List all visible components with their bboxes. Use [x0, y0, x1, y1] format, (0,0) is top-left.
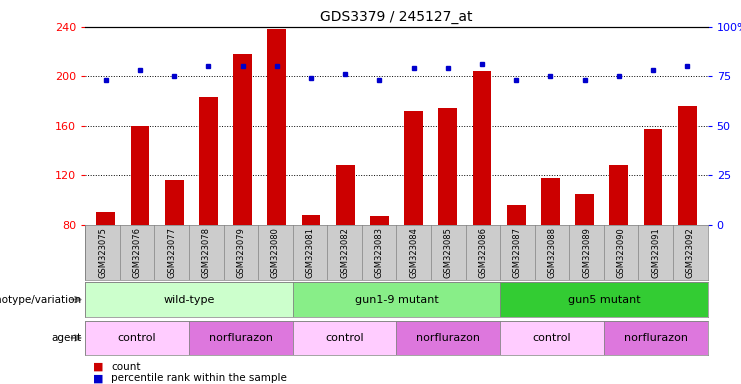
- Bar: [439, 108, 457, 225]
- Title: GDS3379 / 245127_at: GDS3379 / 245127_at: [320, 10, 473, 25]
- Text: GSM323081: GSM323081: [305, 227, 314, 278]
- Bar: [293, 321, 396, 355]
- Bar: [293, 282, 500, 317]
- Text: wild-type: wild-type: [163, 295, 215, 305]
- Text: control: control: [533, 333, 571, 343]
- Bar: [96, 212, 115, 225]
- Bar: [541, 178, 559, 225]
- Text: GSM323080: GSM323080: [271, 227, 280, 278]
- Bar: [604, 321, 708, 355]
- Bar: [609, 166, 628, 225]
- Bar: [189, 321, 293, 355]
- Bar: [396, 321, 500, 355]
- Text: ■: ■: [93, 362, 103, 372]
- Bar: [404, 111, 423, 225]
- Bar: [165, 180, 184, 225]
- Text: genotype/variation: genotype/variation: [0, 295, 82, 305]
- Text: GSM323092: GSM323092: [686, 227, 695, 278]
- Text: GSM323091: GSM323091: [651, 227, 660, 278]
- Bar: [199, 97, 218, 225]
- Bar: [500, 321, 604, 355]
- Text: GSM323088: GSM323088: [548, 227, 556, 278]
- Text: control: control: [325, 333, 364, 343]
- Text: GSM323082: GSM323082: [340, 227, 349, 278]
- Text: GSM323083: GSM323083: [375, 227, 384, 278]
- Bar: [643, 129, 662, 225]
- Bar: [233, 54, 252, 225]
- Text: agent: agent: [51, 333, 82, 343]
- Text: ■: ■: [93, 373, 103, 383]
- Text: percentile rank within the sample: percentile rank within the sample: [111, 373, 287, 383]
- Text: GSM323075: GSM323075: [98, 227, 107, 278]
- Text: gun5 mutant: gun5 mutant: [568, 295, 640, 305]
- Text: GSM323084: GSM323084: [409, 227, 418, 278]
- Bar: [85, 282, 293, 317]
- Text: count: count: [111, 362, 141, 372]
- Text: GSM323089: GSM323089: [582, 227, 591, 278]
- Bar: [473, 71, 491, 225]
- Text: GSM323090: GSM323090: [617, 227, 625, 278]
- Text: GSM323079: GSM323079: [236, 227, 245, 278]
- Text: norflurazon: norflurazon: [209, 333, 273, 343]
- Text: GSM323076: GSM323076: [133, 227, 142, 278]
- Bar: [268, 29, 286, 225]
- Bar: [130, 126, 150, 225]
- Text: GSM323086: GSM323086: [479, 227, 488, 278]
- Text: GSM323078: GSM323078: [202, 227, 210, 278]
- Bar: [85, 321, 189, 355]
- Text: gun1-9 mutant: gun1-9 mutant: [354, 295, 439, 305]
- Bar: [500, 282, 708, 317]
- Text: norflurazon: norflurazon: [416, 333, 480, 343]
- Bar: [370, 216, 389, 225]
- Bar: [302, 215, 320, 225]
- Text: GSM323085: GSM323085: [444, 227, 453, 278]
- Bar: [575, 194, 594, 225]
- Text: norflurazon: norflurazon: [624, 333, 688, 343]
- Bar: [507, 205, 525, 225]
- Bar: [678, 106, 697, 225]
- Text: GSM323077: GSM323077: [167, 227, 176, 278]
- Bar: [336, 166, 354, 225]
- Text: control: control: [118, 333, 156, 343]
- Text: GSM323087: GSM323087: [513, 227, 522, 278]
